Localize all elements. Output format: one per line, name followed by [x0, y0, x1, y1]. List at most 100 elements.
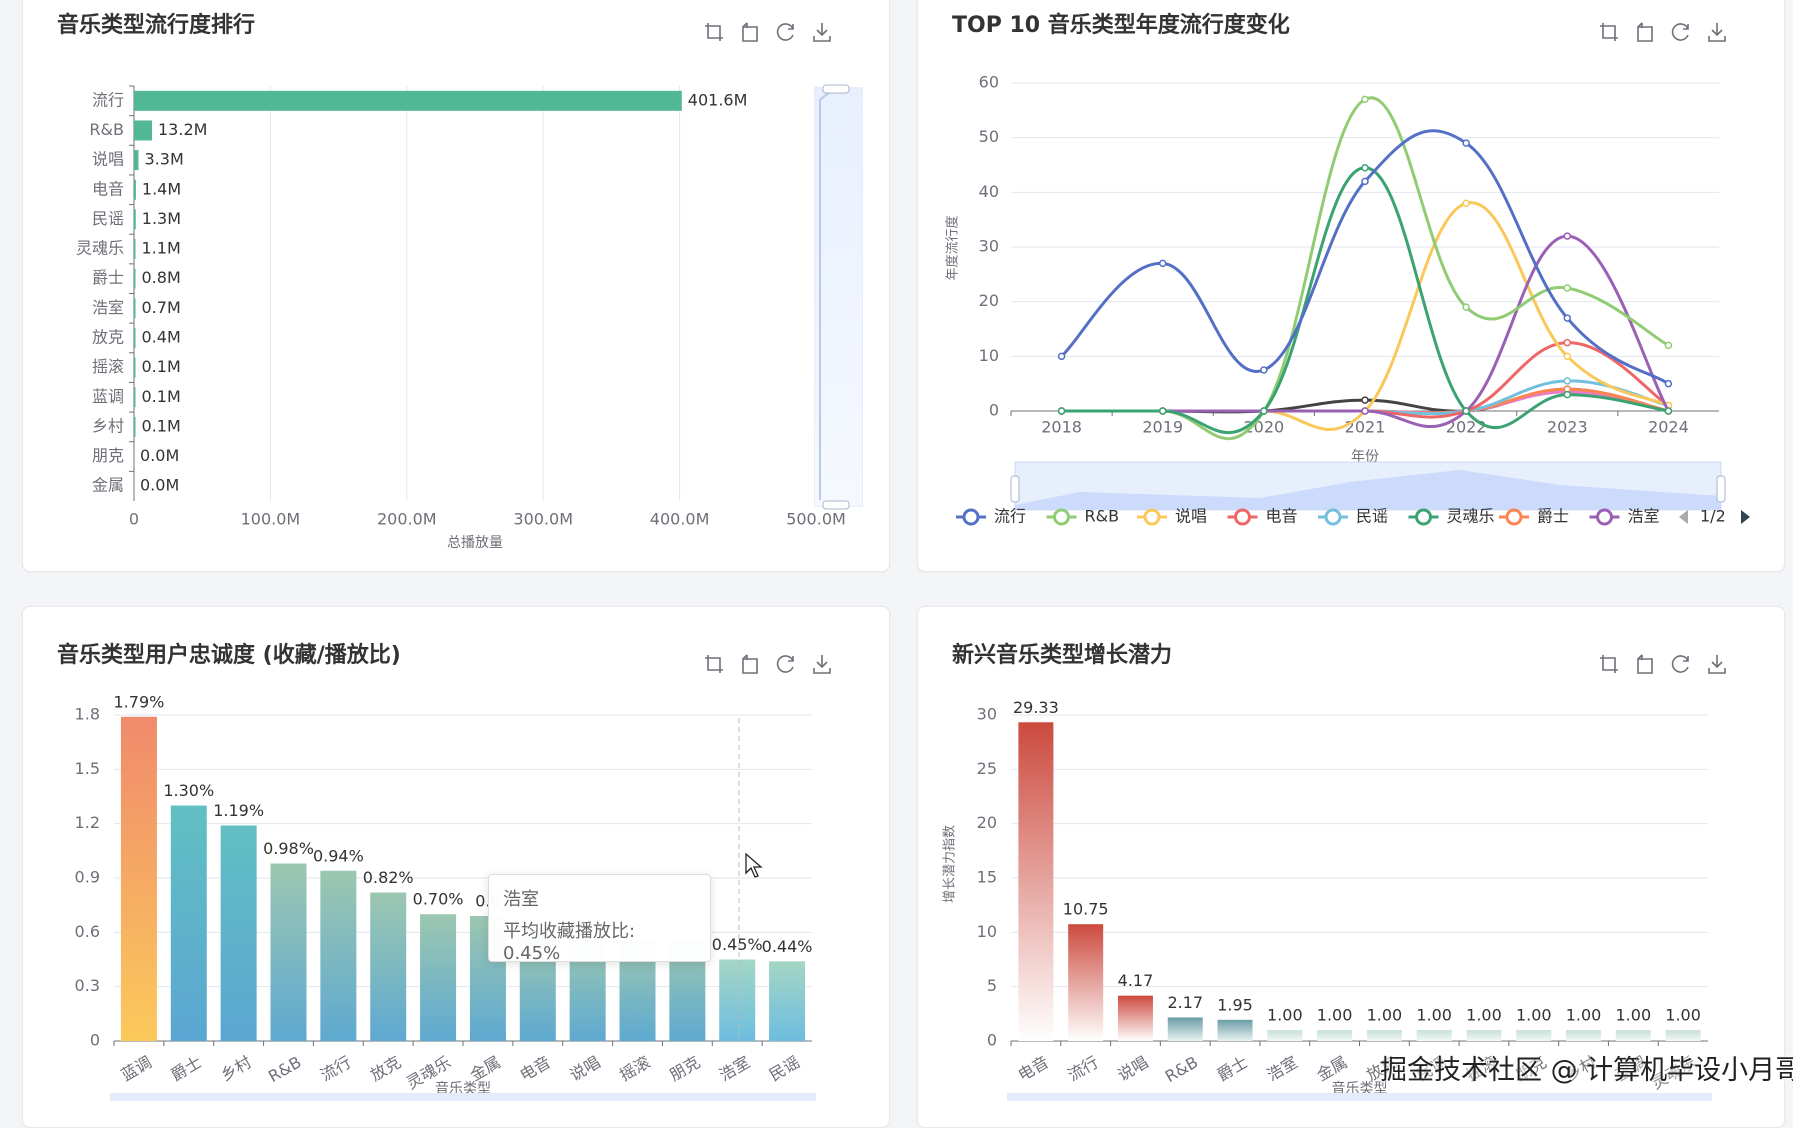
- p2-series-point[interactable]: [1664, 379, 1673, 388]
- p4-bar[interactable]: [1317, 1030, 1353, 1041]
- zoom-icon[interactable]: [1598, 653, 1620, 675]
- restore-icon[interactable]: [775, 21, 797, 43]
- yearly-toolbox: [1598, 21, 1728, 43]
- p2-series-point[interactable]: [1664, 407, 1673, 415]
- p2-datazoom-handle-right[interactable]: [1716, 475, 1726, 503]
- p4-bar[interactable]: [1566, 1030, 1602, 1041]
- p4-datazoom-track[interactable]: [1007, 1093, 1712, 1101]
- zoom-icon[interactable]: [1598, 21, 1620, 43]
- download-icon[interactable]: [1706, 21, 1728, 43]
- p2-series-point[interactable]: [1563, 314, 1572, 322]
- p3-bar[interactable]: [719, 959, 756, 1042]
- legend-next-icon[interactable]: [1741, 510, 1750, 524]
- mouse-cursor-icon: [745, 852, 763, 878]
- p3-bar[interactable]: [320, 870, 357, 1041]
- p4-bar[interactable]: [1117, 995, 1153, 1041]
- zoom-reset-icon[interactable]: [739, 653, 761, 675]
- p2-legend-marker[interactable]: [1143, 508, 1161, 526]
- p2-series-point[interactable]: [1664, 341, 1673, 350]
- restore-icon[interactable]: [1670, 653, 1692, 675]
- p2-legend-marker[interactable]: [1234, 508, 1251, 526]
- p2-series-point[interactable]: [1057, 352, 1066, 361]
- zoom-icon[interactable]: [703, 653, 725, 675]
- p4-bar[interactable]: [1068, 924, 1104, 1041]
- p2-legend-marker[interactable]: [1415, 508, 1432, 526]
- p4-bar[interactable]: [1167, 1017, 1203, 1041]
- zoom-reset-icon[interactable]: [1634, 653, 1656, 675]
- p2-series-line[interactable]: [1061, 96, 1670, 441]
- p4-bar[interactable]: [1516, 1030, 1552, 1041]
- p1-bar[interactable]: [134, 209, 136, 230]
- p1-bar[interactable]: [134, 150, 139, 171]
- p2-series-point[interactable]: [1158, 259, 1167, 268]
- p4-bar[interactable]: [1416, 1030, 1452, 1041]
- p3-datazoom-track[interactable]: [110, 1093, 816, 1101]
- p4-bar[interactable]: [1018, 722, 1054, 1041]
- p1-bar[interactable]: [134, 179, 136, 200]
- p4-bar[interactable]: [1267, 1030, 1303, 1041]
- p4-bar[interactable]: [1217, 1019, 1253, 1041]
- p3-bar[interactable]: [420, 914, 457, 1041]
- p4-bar[interactable]: [1466, 1030, 1502, 1041]
- p4-data-label: 1.00: [1516, 1006, 1552, 1025]
- zoom-reset-icon[interactable]: [1634, 21, 1656, 43]
- p1-bar[interactable]: [134, 120, 153, 141]
- p2-legend-marker[interactable]: [1324, 508, 1342, 526]
- p2-series-point[interactable]: [1563, 390, 1572, 399]
- p2-series-point[interactable]: [1158, 407, 1167, 415]
- p3-data-label: 1.79%: [114, 692, 165, 711]
- p2-series-point[interactable]: [1462, 199, 1470, 208]
- p4-bar[interactable]: [1366, 1030, 1402, 1041]
- p2-series-point[interactable]: [1057, 407, 1066, 415]
- p2-series-point[interactable]: [1361, 163, 1369, 172]
- p4-bar[interactable]: [1665, 1030, 1701, 1041]
- restore-icon[interactable]: [775, 653, 797, 675]
- download-icon[interactable]: [811, 653, 833, 675]
- p3-bar[interactable]: [220, 825, 257, 1041]
- p3-bar[interactable]: [120, 716, 157, 1041]
- p2-series-point[interactable]: [1361, 407, 1369, 415]
- p2-series-point[interactable]: [1260, 407, 1268, 415]
- p2-series-point[interactable]: [1563, 232, 1572, 240]
- p2-datazoom-handle-left[interactable]: [1010, 475, 1020, 503]
- p2-legend-marker[interactable]: [962, 508, 980, 526]
- zoom-reset-icon[interactable]: [739, 21, 761, 43]
- download-icon[interactable]: [1706, 653, 1728, 675]
- p3-bar[interactable]: [270, 863, 307, 1041]
- p1-bar[interactable]: [134, 90, 682, 111]
- p2-series-point[interactable]: [1563, 338, 1572, 347]
- p1-bar[interactable]: [134, 268, 136, 289]
- p3-bar[interactable]: [370, 892, 407, 1041]
- p1-bar[interactable]: [134, 239, 136, 260]
- p4-data-label: 1.00: [1616, 1006, 1652, 1025]
- p2-legend-marker[interactable]: [1053, 508, 1070, 526]
- p3-data-label: 0.70%: [413, 890, 464, 909]
- p2-legend-marker[interactable]: [1505, 508, 1523, 526]
- p1-bar[interactable]: [134, 327, 136, 348]
- download-icon[interactable]: [811, 21, 833, 43]
- p2-series-point[interactable]: [1462, 139, 1470, 147]
- zoom-icon[interactable]: [703, 21, 725, 43]
- p1-bar[interactable]: [134, 416, 136, 437]
- p1-bar[interactable]: [134, 298, 136, 319]
- p2-series-point[interactable]: [1260, 366, 1268, 374]
- restore-icon[interactable]: [1670, 21, 1692, 43]
- p2-series-point[interactable]: [1361, 95, 1369, 104]
- p3-bar[interactable]: [769, 961, 806, 1041]
- p2-legend-marker[interactable]: [1596, 508, 1613, 526]
- p2-series-point[interactable]: [1563, 377, 1572, 385]
- p2-series-point[interactable]: [1361, 177, 1369, 186]
- p2-series-point[interactable]: [1462, 303, 1470, 311]
- legend-prev-icon[interactable]: [1679, 510, 1688, 524]
- p1-bar[interactable]: [134, 357, 136, 378]
- p3-bar[interactable]: [170, 805, 207, 1041]
- p2-series-point[interactable]: [1462, 407, 1470, 415]
- p1-bar[interactable]: [134, 387, 136, 408]
- p2-series-point[interactable]: [1563, 284, 1572, 292]
- p4-bar[interactable]: [1615, 1030, 1651, 1041]
- p1-datazoom-handle-top[interactable]: [822, 84, 850, 94]
- p2-series-point[interactable]: [1361, 396, 1369, 404]
- p1-datazoom-handle-bottom[interactable]: [822, 500, 850, 510]
- p2-series-point[interactable]: [1563, 352, 1572, 361]
- p2-legend-label: 流行: [994, 507, 1026, 526]
